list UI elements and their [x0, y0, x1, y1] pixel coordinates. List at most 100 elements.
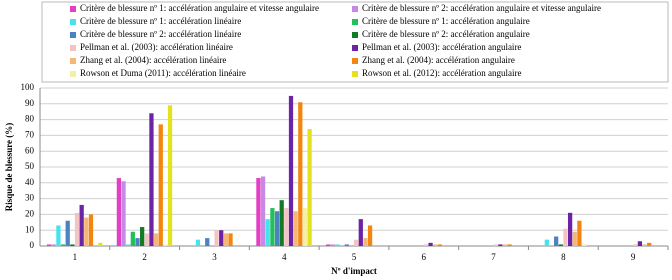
legend-label: Zhang et al. (2004): accélération angula… — [362, 55, 515, 65]
bar — [144, 233, 149, 246]
y-tick-label: 100 — [21, 82, 35, 92]
bar — [567, 212, 573, 246]
legend-label: Critère de blessure nº 2: accélération a… — [362, 3, 601, 13]
legend-label: Critère de blessure nº 2: accélération l… — [80, 29, 241, 39]
bar — [502, 244, 508, 246]
y-tick-label: 30 — [25, 193, 35, 203]
bar — [116, 178, 122, 246]
bar — [195, 239, 201, 246]
bar — [274, 211, 280, 246]
bar — [354, 239, 359, 246]
x-tick-label: 7 — [491, 252, 496, 262]
bar — [126, 244, 131, 246]
bar — [288, 95, 294, 247]
legend-label: Critère de blessure nº 2: accélération a… — [362, 29, 530, 39]
bar — [298, 102, 303, 246]
bar — [167, 105, 173, 246]
y-tick-label: 50 — [25, 161, 35, 171]
legend-swatch — [352, 71, 358, 77]
bar — [642, 244, 647, 246]
bar — [344, 244, 349, 246]
bar — [153, 233, 159, 246]
y-tick-label: 40 — [25, 177, 35, 187]
x-tick-label: 6 — [422, 252, 427, 262]
x-tick-label: 8 — [561, 252, 566, 262]
bar — [158, 124, 163, 246]
x-tick-label: 2 — [142, 252, 147, 262]
y-tick-label: 70 — [25, 129, 35, 139]
legend-label: Pellman et al. (2003): accélération angu… — [362, 42, 521, 52]
y-tick-label: 10 — [25, 224, 35, 234]
bar — [637, 241, 643, 246]
bar — [577, 220, 582, 246]
bar — [633, 244, 638, 246]
bar — [65, 220, 70, 246]
y-axis-title: Risque de blessure (%) — [4, 123, 14, 212]
bar — [46, 244, 52, 246]
legend-swatch — [352, 32, 358, 38]
legend-swatch — [70, 32, 76, 38]
x-tick-label: 4 — [282, 252, 287, 262]
bar — [554, 236, 559, 246]
bar — [70, 244, 75, 246]
bar — [130, 231, 135, 246]
bar — [507, 244, 512, 246]
bar — [572, 231, 577, 246]
bar — [51, 244, 56, 246]
x-tick-label: 5 — [352, 252, 357, 262]
bar — [60, 244, 66, 246]
legend-swatch — [352, 58, 358, 64]
bar — [214, 230, 219, 246]
legend-label: Zhang et al. (2004): accélération linéai… — [80, 55, 226, 65]
bar — [223, 233, 228, 246]
bar — [498, 244, 503, 246]
bar — [544, 239, 549, 246]
y-tick-label: 20 — [25, 208, 35, 218]
bar — [149, 113, 154, 246]
bar — [358, 219, 363, 246]
x-axis-title: Nº d'impact — [331, 266, 377, 276]
legend-box — [41, 1, 669, 83]
bar — [121, 181, 126, 246]
bar — [423, 244, 429, 246]
legend-swatch — [70, 58, 76, 64]
bar — [647, 242, 652, 246]
legend-swatch — [352, 19, 358, 25]
legend-label: Pellman et al. (2003): accélération liné… — [80, 42, 233, 52]
bar — [219, 230, 224, 246]
legend-swatch — [70, 45, 76, 51]
y-tick-label: 80 — [25, 114, 35, 124]
bar — [163, 244, 168, 246]
y-tick-label: 90 — [25, 98, 35, 108]
bar — [307, 129, 312, 246]
legend-swatch — [70, 71, 76, 77]
bar — [98, 242, 103, 246]
bar — [135, 238, 140, 246]
bar — [74, 212, 80, 246]
legend-label: Critère de blessure nº 1: accélération a… — [362, 16, 530, 26]
bar — [330, 244, 335, 246]
bar — [581, 244, 587, 246]
bar — [228, 233, 233, 246]
bar — [335, 244, 340, 246]
bar — [293, 211, 298, 246]
bar — [428, 242, 433, 246]
bar — [260, 176, 266, 246]
legend-swatch — [70, 6, 76, 12]
bar — [279, 200, 284, 246]
legend-label: Rowson et al. (2012): accélération angul… — [362, 68, 521, 78]
bar — [302, 208, 308, 246]
bar — [493, 244, 498, 246]
bar — [84, 217, 89, 246]
y-tick-label: 0 — [30, 240, 35, 250]
legend-label: Rowson et Duma (2011): accélération liné… — [80, 68, 246, 78]
bar — [363, 238, 368, 246]
bar — [88, 214, 94, 246]
x-tick-label: 1 — [73, 252, 78, 262]
bar — [367, 225, 373, 246]
bar — [558, 244, 563, 246]
bar — [140, 227, 145, 246]
bar — [284, 208, 289, 246]
legend-label: Critère de blessure nº 1: accélération l… — [80, 16, 241, 26]
